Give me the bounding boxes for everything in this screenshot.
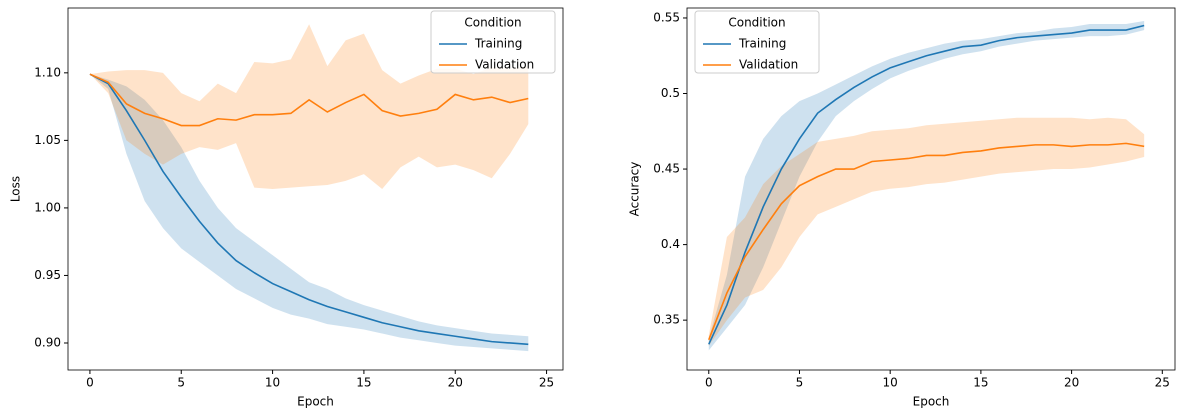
y-tick-label: 0.45 — [653, 162, 680, 176]
y-tick-label: 1.00 — [34, 200, 61, 214]
line — [708, 24, 1145, 345]
x-tick-label: 10 — [265, 376, 280, 390]
confidence-band — [708, 117, 1145, 346]
legend-label: Validation — [475, 58, 534, 72]
x-tick-label: 25 — [539, 376, 554, 390]
legend: Condition Training Validation — [430, 10, 556, 74]
y-tick-label: 0.4 — [661, 237, 680, 251]
x-tick-label: 5 — [796, 376, 804, 390]
y-tick-label: 0.55 — [653, 10, 680, 24]
x-tick-label: 20 — [448, 376, 463, 390]
legend-title: Condition — [464, 16, 521, 30]
legend-title: Condition — [728, 16, 785, 30]
x-axis-label: Epoch — [297, 395, 334, 409]
x-tick-label: 5 — [177, 376, 185, 390]
y-tick-label: 0.5 — [661, 86, 680, 100]
legend-label: Validation — [739, 58, 798, 72]
y-tick-label: 1.10 — [34, 65, 61, 79]
confidence-band — [89, 24, 529, 190]
line — [708, 142, 1145, 341]
x-tick-label: 0 — [86, 376, 94, 390]
y-axis-label: Loss — [9, 176, 23, 202]
line — [89, 73, 529, 346]
line — [89, 73, 529, 127]
x-tick-label: 10 — [883, 376, 898, 390]
legend-label: Training — [738, 37, 786, 51]
legend: Condition Training Validation — [694, 10, 820, 74]
legend-label: Training — [474, 37, 522, 51]
confidence-band — [708, 20, 1145, 351]
plot-frame — [67, 7, 564, 371]
y-tick-label: 0.95 — [34, 268, 61, 282]
y-axis-label: Accuracy — [628, 162, 642, 217]
y-tick-label: 0.35 — [653, 313, 680, 327]
x-tick-label: 0 — [705, 376, 713, 390]
y-tick-label: 0.90 — [34, 335, 61, 349]
x-tick-label: 20 — [1064, 376, 1079, 390]
legend-box — [694, 10, 820, 74]
x-axis-label: Epoch — [913, 395, 950, 409]
x-tick-label: 25 — [1155, 376, 1170, 390]
legend-box — [430, 10, 556, 74]
confidence-band — [89, 74, 529, 352]
x-tick-label: 15 — [973, 376, 988, 390]
y-tick-label: 1.05 — [34, 133, 61, 147]
x-tick-label: 15 — [356, 376, 371, 390]
plot-frame — [686, 7, 1176, 371]
